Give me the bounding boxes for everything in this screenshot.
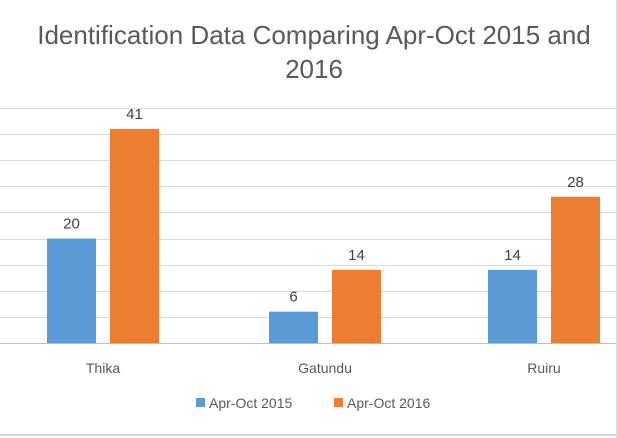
data-label: 20 (63, 216, 80, 233)
bar (47, 238, 96, 343)
data-label: 28 (567, 174, 584, 191)
legend-swatch (196, 398, 205, 407)
bar (110, 128, 159, 343)
bar (488, 269, 537, 343)
bar (332, 269, 381, 343)
x-tick-label: Ruiru (527, 360, 560, 376)
right-border (616, 0, 618, 438)
data-label: 41 (126, 106, 143, 123)
bar (269, 311, 318, 343)
chart-title: Identification Data Comparing Apr-Oct 20… (37, 20, 591, 84)
bar (551, 196, 600, 343)
legend-label: Apr-Oct 2015 (209, 395, 292, 411)
bottom-border (0, 434, 618, 436)
data-label: 14 (348, 247, 365, 264)
x-tick-label: Thika (86, 360, 120, 376)
legend-swatch (334, 398, 343, 407)
legend-label: Apr-Oct 2016 (347, 395, 430, 411)
x-tick-label: Gatundu (298, 360, 352, 376)
data-label: 6 (289, 289, 297, 306)
data-label: 14 (504, 247, 521, 264)
